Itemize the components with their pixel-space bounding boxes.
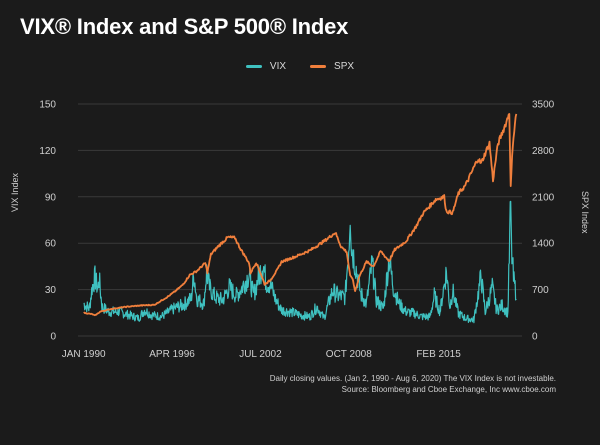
legend-label-vix: VIX bbox=[269, 60, 287, 72]
right-tick-label-0: 0 bbox=[532, 332, 538, 343]
left-axis-ticks: 0 30 60 90 120 150 bbox=[39, 100, 56, 343]
left-tick-label-0: 0 bbox=[50, 332, 56, 343]
left-tick-label-4: 120 bbox=[39, 146, 56, 157]
series-line-spx bbox=[83, 113, 518, 317]
right-tick-label-1: 700 bbox=[532, 285, 549, 296]
x-tick-label-1: APR 1996 bbox=[149, 349, 195, 360]
footnote-line-2: Source: Bloomberg and Cboe Exchange, Inc… bbox=[341, 385, 556, 394]
chart-title: VIX® Index and S&P 500® Index bbox=[20, 14, 349, 39]
footnote: Daily closing values. (Jan 2, 1990 - Aug… bbox=[270, 373, 556, 395]
right-tick-label-5: 3500 bbox=[532, 100, 555, 111]
legend-swatch-vix bbox=[245, 64, 262, 68]
right-axis-ticks: 0 700 1400 2100 2800 3500 bbox=[532, 100, 555, 343]
right-tick-label-3: 2100 bbox=[532, 192, 555, 203]
legend: VIX SPX bbox=[0, 58, 600, 74]
x-tick-label-2: JUL 2002 bbox=[239, 349, 282, 360]
footnote-line-1: Daily closing values. (Jan 2, 1990 - Aug… bbox=[269, 374, 556, 383]
legend-label-spx: SPX bbox=[334, 60, 355, 72]
x-tick-label-4: FEB 2015 bbox=[416, 349, 461, 360]
x-axis-ticks: JAN 1990 APR 1996 JUL 2002 OCT 2008 FEB 2015 bbox=[62, 349, 462, 360]
left-tick-label-1: 30 bbox=[45, 285, 57, 296]
x-tick-label-0: JAN 1990 bbox=[62, 349, 106, 360]
left-tick-label-2: 60 bbox=[45, 239, 57, 250]
legend-item-spx: SPX bbox=[310, 58, 354, 74]
legend-item-vix: VIX bbox=[245, 58, 287, 74]
right-tick-label-4: 2800 bbox=[532, 146, 555, 157]
x-tick-label-3: OCT 2008 bbox=[326, 349, 372, 360]
left-tick-label-5: 150 bbox=[39, 100, 56, 111]
series bbox=[83, 113, 518, 324]
legend-swatch-spx bbox=[310, 64, 327, 68]
series-line-vix bbox=[83, 200, 517, 324]
right-tick-label-2: 1400 bbox=[532, 239, 555, 250]
left-tick-label-3: 90 bbox=[45, 192, 57, 203]
